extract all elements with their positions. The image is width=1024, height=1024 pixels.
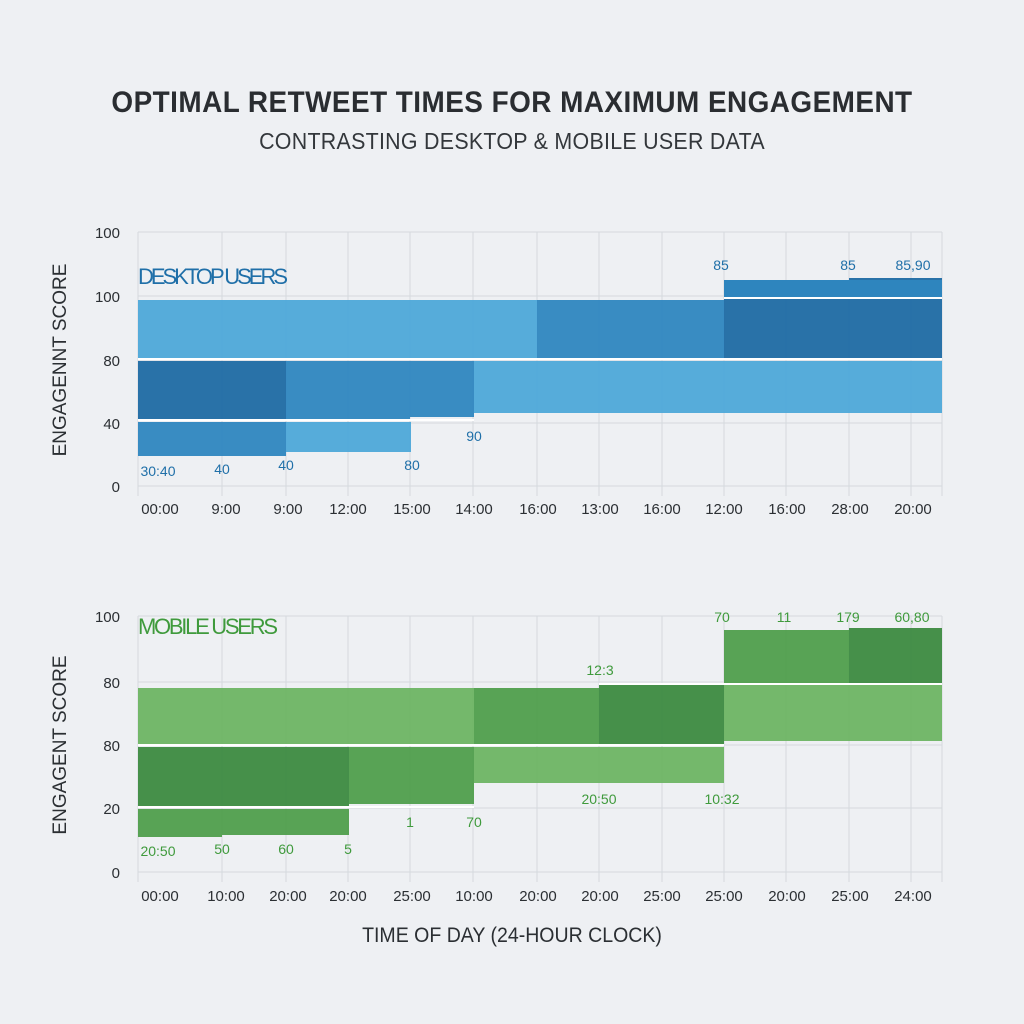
data-label: 179 [836, 609, 860, 625]
bar-segment [138, 688, 474, 744]
data-label: 85 [840, 257, 856, 273]
x-tick-label: 20:00 [894, 501, 932, 518]
bar-segment [537, 300, 724, 358]
series-title: DESKTOP USERS [138, 264, 288, 289]
data-label: 85 [713, 257, 729, 273]
x-tick-label: 24:00 [894, 888, 932, 905]
bar-segment [349, 747, 474, 804]
bar-segment [474, 747, 724, 783]
x-tick-label: 00:00 [141, 501, 179, 518]
data-label: 70 [466, 814, 482, 830]
y-tick-label: 0 [112, 479, 120, 496]
x-tick-label: 9:00 [273, 501, 302, 518]
x-tick-label: 9:00 [211, 501, 240, 518]
x-tick-label: 13:00 [581, 501, 619, 518]
data-label: 10:32 [704, 791, 739, 807]
bar-segment [138, 300, 537, 358]
x-tick-label: 20:00 [768, 888, 806, 905]
bar-segment [286, 422, 411, 452]
data-label: 80 [404, 457, 420, 473]
y-tick-label: 100 [95, 225, 120, 242]
data-label: 20:50 [140, 843, 175, 859]
x-tick-label: 16:00 [643, 501, 681, 518]
chart-title: OPTIMAL RETWEET TIMES FOR MAXIMUM ENGAGE… [111, 86, 913, 119]
data-label: 11 [777, 609, 792, 625]
x-tick-label: 25:00 [705, 888, 743, 905]
data-label: 40 [214, 461, 230, 477]
data-label: 5 [344, 841, 352, 857]
bar-segment [410, 361, 474, 417]
x-axis-label: TIME OF DAY (24-HOUR CLOCK) [362, 924, 662, 947]
x-tick-label: 10:00 [455, 888, 493, 905]
x-tick-label: 20:00 [519, 888, 557, 905]
x-tick-label: 00:00 [141, 888, 179, 905]
y-tick-label: 80 [103, 353, 120, 370]
x-tick-label: 12:00 [705, 501, 743, 518]
y-tick-label: 100 [95, 289, 120, 306]
y-axis-label: ENGAGENT SCORE [50, 655, 71, 834]
bar-segment [474, 361, 942, 413]
x-tick-label: 20:00 [329, 888, 367, 905]
x-tick-label: 12:00 [329, 501, 367, 518]
data-label: 50 [214, 841, 230, 857]
data-label: 70 [714, 609, 730, 625]
x-tick-label: 28:00 [831, 501, 869, 518]
bar-segment [138, 361, 286, 419]
bar-segment [222, 809, 349, 835]
y-tick-label: 40 [103, 416, 120, 433]
x-tick-label: 20:00 [581, 888, 619, 905]
y-tick-label: 100 [95, 609, 120, 626]
bar-segment [138, 747, 349, 807]
x-tick-label: 25:00 [831, 888, 869, 905]
x-tick-label: 14:00 [455, 501, 493, 518]
bar-segment [474, 688, 599, 744]
bar-segment [724, 630, 849, 683]
data-label: 12:3 [586, 662, 613, 678]
x-tick-label: 25:00 [393, 888, 431, 905]
bar-segment [849, 628, 942, 683]
x-tick-label: 10:00 [207, 888, 245, 905]
bar-segment [724, 280, 942, 298]
bar-segment [138, 422, 286, 456]
x-tick-label: 25:00 [643, 888, 681, 905]
bar-segment [599, 685, 724, 744]
data-label: 90 [466, 428, 482, 444]
data-label: 1 [406, 814, 414, 830]
series-title: MOBILE USERS [138, 614, 278, 639]
bar-segment [286, 361, 410, 419]
y-tick-label: 80 [103, 738, 120, 755]
x-tick-label: 20:00 [269, 888, 307, 905]
y-tick-label: 20 [103, 801, 120, 818]
data-label: 60 [278, 841, 294, 857]
y-tick-label: 80 [103, 675, 120, 692]
data-label: 40 [278, 457, 294, 473]
y-axis-label: ENGAGENNT SCORE [50, 264, 71, 457]
data-label: 85,90 [895, 257, 930, 273]
x-tick-label: 16:00 [768, 501, 806, 518]
chart-subtitle: CONTRASTING DESKTOP & MOBILE USER DATA [259, 128, 765, 154]
y-tick-label: 0 [112, 865, 120, 882]
bar-segment [138, 809, 222, 837]
x-tick-label: 16:00 [519, 501, 557, 518]
data-label: 30:40 [140, 463, 175, 479]
data-label: 20:50 [581, 791, 616, 807]
data-label: 60,80 [894, 609, 929, 625]
bar-segment [724, 685, 942, 741]
x-tick-label: 15:00 [393, 501, 431, 518]
